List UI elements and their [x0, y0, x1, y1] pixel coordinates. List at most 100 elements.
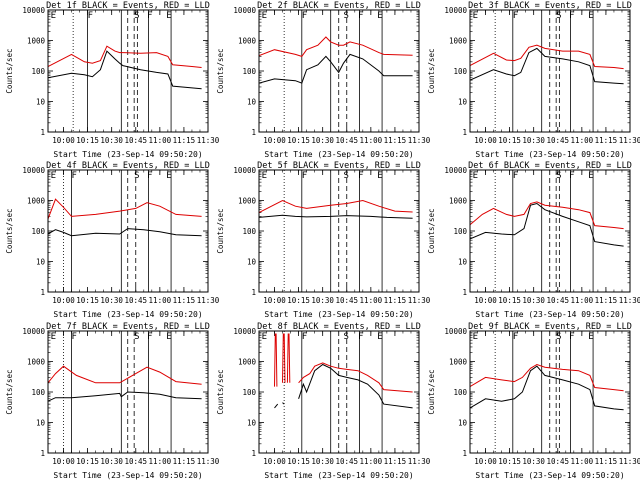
x-tick-label: 10:00 — [52, 296, 75, 305]
x-axis-label: Start Time (23-Sep-14 09:50:20) — [264, 150, 413, 159]
x-tick-label: 10:45 — [546, 457, 569, 466]
y-tick-label: 10000 — [22, 327, 45, 336]
series-events-line — [470, 47, 624, 85]
x-tick-label: 11:30 — [619, 457, 640, 466]
x-tick-label: 11:30 — [408, 296, 431, 305]
x-tick-label: 11:00 — [149, 296, 172, 305]
x-axis-label: Start Time (23-Sep-14 09:50:20) — [53, 471, 202, 480]
region-label: F — [302, 332, 307, 342]
x-tick-label: 10:45 — [335, 296, 358, 305]
x-tick-label: 10:00 — [263, 136, 286, 145]
region-label: E — [377, 11, 382, 21]
plot-frame — [469, 330, 631, 454]
panel-det-2: Det 2f BLACK = Events, RED = LLD Counts/s… — [216, 1, 431, 159]
series-events-line — [48, 228, 202, 237]
panel-title: Det 6f BLACK = Events, RED = LLD — [468, 161, 632, 171]
x-tick-label: 11:30 — [619, 136, 640, 145]
x-tick-label: 10:00 — [263, 296, 286, 305]
x-tick-label: 11:00 — [149, 136, 172, 145]
x-tick-label: 11:15 — [384, 296, 407, 305]
region-label: F — [513, 11, 518, 21]
y-tick-label: 1 — [251, 449, 256, 458]
x-tick-label: 10:15 — [498, 136, 521, 145]
x-tick-label: 11:15 — [173, 457, 196, 466]
x-tick-label: 10:45 — [335, 457, 358, 466]
y-tick-label: 10000 — [444, 327, 467, 336]
plot-frame — [469, 9, 631, 133]
x-tick-label: 10:45 — [546, 136, 569, 145]
y-tick-label: 10 — [458, 258, 468, 267]
plot-frame — [47, 330, 209, 454]
x-tick-label: 10:00 — [474, 457, 497, 466]
panel-title: Det 3f BLACK = Events, RED = LLD — [468, 1, 632, 11]
region-label: F — [72, 332, 77, 342]
region-label: F — [569, 332, 574, 342]
x-tick-label: 11:15 — [173, 296, 196, 305]
x-tick-label: 10:45 — [335, 136, 358, 145]
y-tick-label: 1000 — [238, 37, 257, 46]
x-tick-label: 10:15 — [76, 296, 99, 305]
series-lld-line — [282, 333, 286, 383]
y-axis-label: Counts/sec — [427, 48, 436, 93]
x-tick-label: 10:00 — [474, 296, 497, 305]
x-tick-label: 10:15 — [287, 296, 310, 305]
y-tick-label: 10000 — [233, 327, 256, 336]
y-tick-label: 100 — [31, 67, 45, 76]
series-events-line — [48, 50, 202, 90]
x-tick-label: 11:30 — [197, 136, 220, 145]
region-label: E — [377, 171, 382, 181]
panel-det-4: Det 4f BLACK = Events, RED = LLD Counts/s… — [5, 161, 220, 319]
region-label: F — [302, 11, 307, 21]
panel-det-7: Det 7f BLACK = Events, RED = LLD Counts/s… — [5, 322, 220, 480]
y-tick-label: 100 — [453, 67, 467, 76]
x-tick-label: 10:15 — [76, 136, 99, 145]
x-tick-label: 11:00 — [571, 136, 594, 145]
y-tick-label: 10000 — [22, 6, 45, 15]
x-tick-label: 10:00 — [52, 457, 75, 466]
x-tick-label: 10:30 — [100, 457, 123, 466]
region-label: F — [358, 11, 363, 21]
region-label: E — [262, 171, 267, 181]
y-tick-label: 10 — [36, 258, 46, 267]
series-events-line — [282, 402, 285, 405]
y-tick-label: 100 — [242, 227, 256, 236]
x-tick-label: 10:30 — [100, 136, 123, 145]
region-label: F — [358, 332, 363, 342]
panel-title: Det 9f BLACK = Events, RED = LLD — [468, 322, 632, 332]
x-axis-label: Start Time (23-Sep-14 09:50:20) — [53, 150, 202, 159]
y-axis-label: Counts/sec — [427, 208, 436, 253]
y-tick-label: 100 — [31, 227, 45, 236]
y-tick-label: 10 — [36, 98, 46, 107]
x-tick-label: 11:15 — [384, 136, 407, 145]
series-events-line — [259, 53, 413, 84]
x-tick-label: 11:30 — [408, 457, 431, 466]
x-tick-label: 11:00 — [571, 457, 594, 466]
x-tick-label: 10:30 — [522, 457, 545, 466]
x-tick-label: 10:45 — [124, 457, 147, 466]
y-tick-label: 10000 — [444, 166, 467, 175]
region-label: F — [569, 11, 574, 21]
region-label: E — [473, 11, 478, 21]
y-tick-label: 10000 — [233, 166, 256, 175]
y-axis-label: Counts/sec — [5, 208, 14, 253]
series-lld-line — [259, 199, 413, 214]
y-axis-label: Counts/sec — [216, 208, 225, 253]
panel-det-1: Det 1f BLACK = Events, RED = LLD Counts/s… — [5, 1, 220, 159]
region-label: S — [344, 171, 349, 181]
x-tick-label: 11:00 — [360, 296, 383, 305]
x-axis-label: Start Time (23-Sep-14 09:50:20) — [264, 471, 413, 480]
y-tick-label: 1 — [251, 288, 256, 297]
region-label: F — [147, 11, 152, 21]
x-tick-label: 11:00 — [360, 457, 383, 466]
region-label: S — [556, 171, 561, 181]
series-events-line — [274, 403, 279, 409]
region-label: E — [51, 171, 56, 181]
series-events-line — [298, 363, 413, 409]
y-tick-label: 1 — [40, 128, 45, 137]
region-label: F — [302, 171, 307, 181]
series-events-line — [470, 365, 624, 411]
y-tick-label: 1000 — [449, 358, 468, 367]
series-lld-line — [274, 333, 278, 387]
y-tick-label: 100 — [242, 388, 256, 397]
panel-det-9: Det 9f BLACK = Events, RED = LLD Counts/s… — [427, 322, 640, 480]
